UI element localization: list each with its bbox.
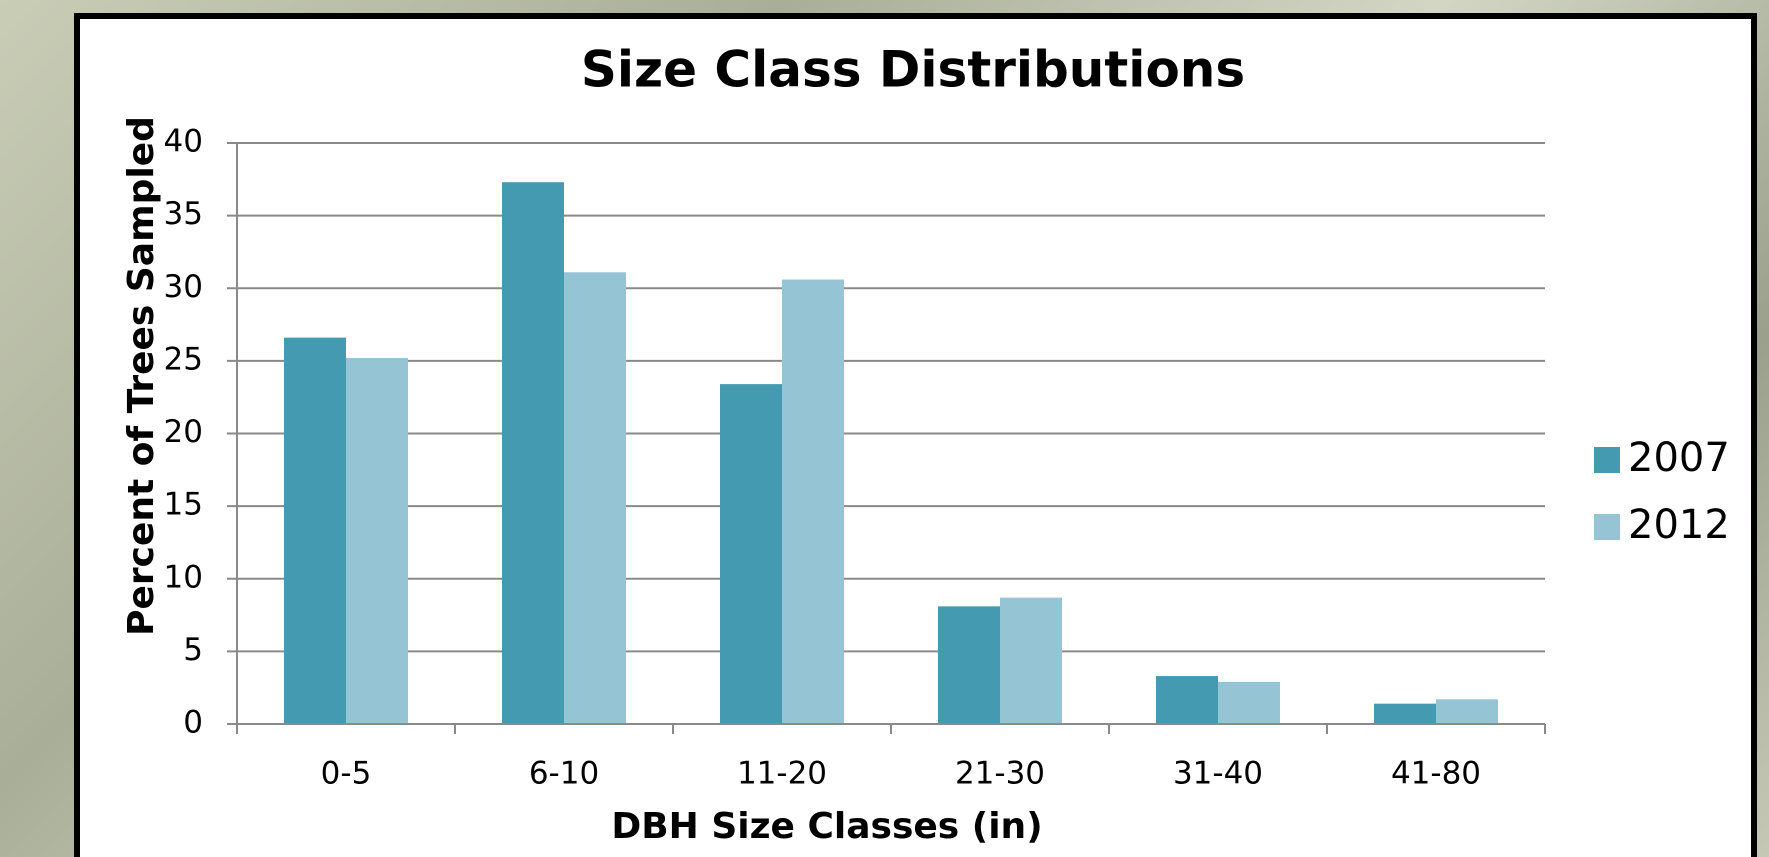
bar bbox=[1156, 676, 1218, 724]
bar bbox=[1218, 681, 1280, 724]
x-tick-label: 41-80 bbox=[1391, 756, 1481, 792]
legend-swatch bbox=[1594, 447, 1620, 473]
bar bbox=[1000, 597, 1062, 724]
bar bbox=[938, 606, 1000, 724]
y-tick-label: 30 bbox=[164, 269, 203, 305]
y-tick-label: 15 bbox=[164, 487, 203, 523]
bar bbox=[1374, 703, 1436, 724]
bar bbox=[346, 357, 408, 724]
bar bbox=[1436, 699, 1498, 724]
x-tick-label: 31-40 bbox=[1173, 756, 1263, 792]
chart-title: Size Class Distributions bbox=[581, 41, 1245, 99]
y-tick-label: 25 bbox=[164, 341, 203, 377]
x-tick-label: 0-5 bbox=[321, 756, 372, 792]
y-tick-label: 20 bbox=[164, 414, 203, 450]
bar bbox=[502, 182, 564, 724]
x-tick-label: 21-30 bbox=[955, 756, 1045, 792]
y-axis-label: Percent of Trees Sampled bbox=[121, 116, 162, 636]
bar bbox=[284, 337, 346, 724]
y-tick-label: 5 bbox=[183, 632, 203, 668]
legend-label: 2012 bbox=[1628, 502, 1730, 548]
y-tick-label: 35 bbox=[164, 196, 203, 232]
legend-label: 2007 bbox=[1628, 435, 1730, 481]
legend-swatch bbox=[1594, 514, 1620, 540]
x-tick-label: 11-20 bbox=[737, 756, 827, 792]
y-tick-label: 0 bbox=[183, 705, 203, 741]
x-tick-label: 6-10 bbox=[529, 756, 599, 792]
y-tick-label: 10 bbox=[164, 559, 203, 595]
bar bbox=[564, 272, 626, 724]
x-axis-label: DBH Size Classes (in) bbox=[611, 806, 1042, 847]
bar bbox=[720, 384, 782, 724]
y-tick-label: 40 bbox=[164, 124, 203, 160]
bar bbox=[782, 279, 844, 724]
